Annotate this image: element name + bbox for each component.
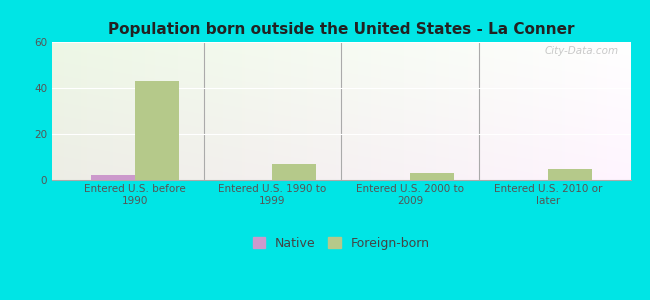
Bar (272, 164, 317, 180)
Title: Population born outside the United States - La Conner: Population born outside the United State… (108, 22, 575, 37)
Bar (135, 81, 179, 180)
Bar (90, 176, 135, 180)
Legend: Native, Foreign-born: Native, Foreign-born (249, 233, 434, 254)
Bar (410, 173, 454, 180)
Text: City-Data.com: City-Data.com (545, 46, 619, 56)
Bar (548, 169, 592, 180)
